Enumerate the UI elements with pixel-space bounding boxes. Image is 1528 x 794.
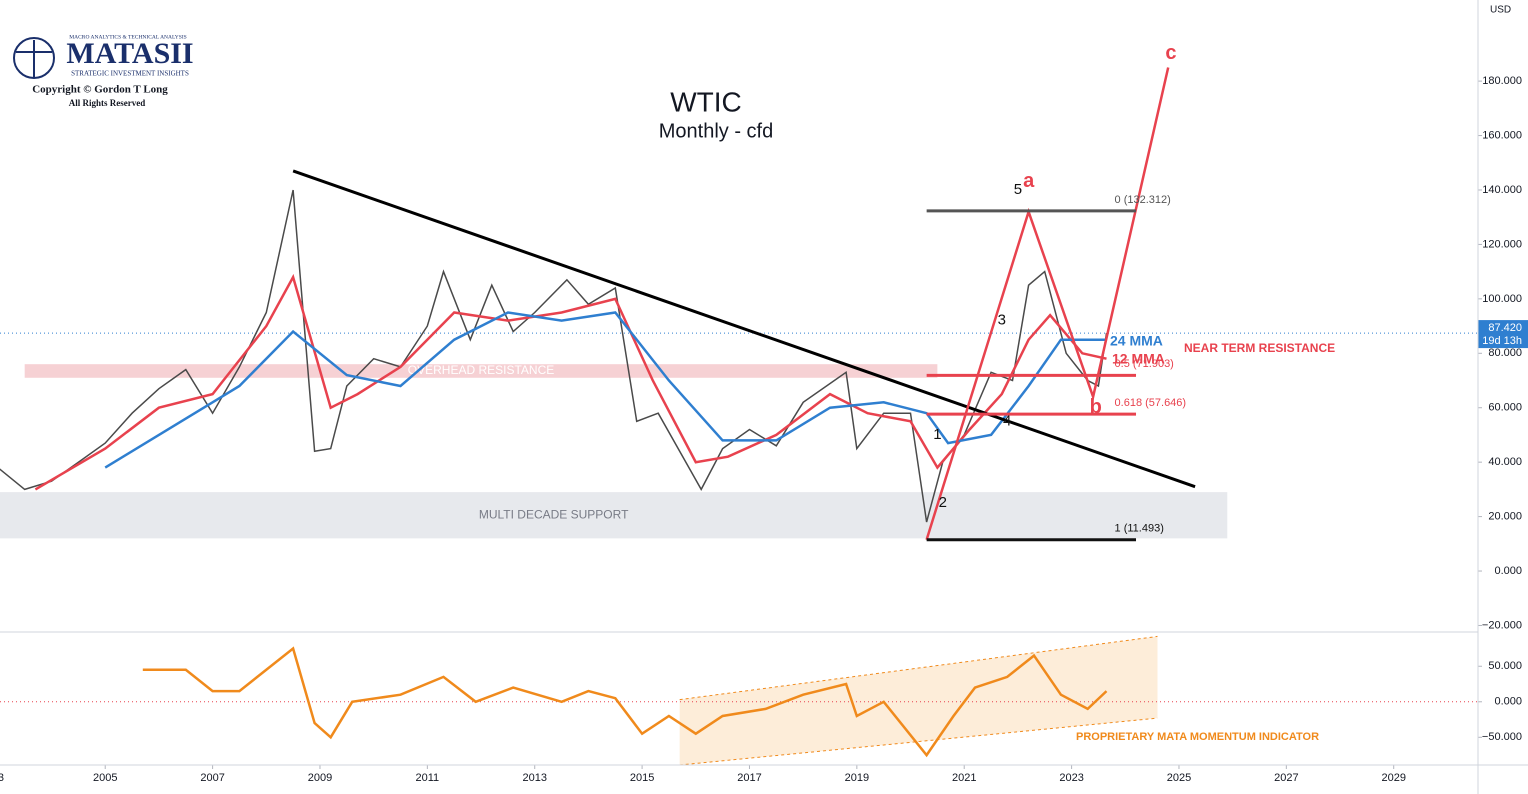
x-tick-label: 2021 <box>952 772 976 784</box>
price-tag <box>1478 320 1528 349</box>
currency: USD <box>1490 5 1511 16</box>
momentum-channel <box>679 636 1158 765</box>
x-tick-label: 03 <box>0 772 4 784</box>
fib-label: 1 (11.493) <box>1115 523 1164 535</box>
series-line <box>104 311 1107 469</box>
channel-line <box>679 635 1158 701</box>
fib-label: 0.618 (57.646) <box>1115 397 1187 409</box>
resistance-label: NEAR TERM RESISTANCE <box>1184 341 1335 355</box>
channel-line <box>679 717 1158 766</box>
price-tag-countdown: 19d 13h <box>1482 335 1522 347</box>
wave-label: a <box>1023 170 1035 192</box>
wave-label: 2 <box>939 494 947 511</box>
y-tick-label: 40.000 <box>1488 456 1522 468</box>
x-tick-label: 2013 <box>522 772 546 784</box>
series-line <box>142 646 1108 758</box>
y-tick-label: −50.000 <box>1482 731 1522 743</box>
logo-top: MACRO ANALYTICS & TECHNICAL ANALYSIS <box>69 34 186 40</box>
logo-tagline: STRATEGIC INVESTMENT INSIGHTS <box>71 70 189 78</box>
y-tick-label: 140.000 <box>1482 184 1522 196</box>
momentum-label: PROPRIETARY MATA MOMENTUM INDICATOR <box>1076 731 1319 743</box>
x-tick-label: 2011 <box>416 772 440 784</box>
zone <box>0 492 1228 539</box>
x-tick-label: 2017 <box>737 772 761 784</box>
x-tick-label: 2025 <box>1167 772 1191 784</box>
y-tick-label: −20.000 <box>1482 619 1522 631</box>
x-tick-label: 2005 <box>93 772 117 784</box>
y-tick-label: 160.000 <box>1482 129 1522 141</box>
wave-label: b <box>1090 396 1102 418</box>
fib-label: 0 (132.312) <box>1115 194 1171 206</box>
x-tick-label: 2027 <box>1274 772 1298 784</box>
chart-subtitle: Monthly - cfd <box>659 120 773 142</box>
y-tick-label: 0.000 <box>1494 696 1522 708</box>
y-tick-label: 180.000 <box>1482 75 1522 87</box>
logo-copyright: Copyright © Gordon T Long <box>32 84 168 96</box>
price-tag-value: 87.420 <box>1488 322 1522 334</box>
logo-rights: All Rights Reserved <box>69 98 146 108</box>
y-tick-label: 60.000 <box>1488 402 1522 414</box>
fib-label: 0.5 (71.903) <box>1115 358 1174 370</box>
y-tick-label: 100.000 <box>1482 293 1522 305</box>
ma12-label: 12 MMA <box>1112 351 1165 367</box>
y-tick-label: 50.000 <box>1488 660 1522 672</box>
zone <box>24 364 938 378</box>
wave-label: 5 <box>1014 181 1022 198</box>
wave-label: 4 <box>1003 412 1011 429</box>
x-tick-label: 2015 <box>630 772 654 784</box>
zone-label: MULTI DECADE SUPPORT <box>479 507 629 521</box>
wave-label: 1 <box>933 426 941 443</box>
trendline <box>292 169 1196 489</box>
wave-label: c <box>1165 42 1176 64</box>
zone-label: OVERHEAD RESISTANCE <box>408 363 554 377</box>
x-tick-label: 2023 <box>1059 772 1083 784</box>
series-line <box>34 273 1107 491</box>
y-tick-label: 120.000 <box>1482 238 1522 250</box>
x-tick-label: 2007 <box>200 772 224 784</box>
y-tick-label: 0.000 <box>1494 565 1522 577</box>
y-tick-label: 20.000 <box>1488 511 1522 523</box>
logo: MACRO ANALYTICS & TECHNICAL ANALYSIS MAT… <box>13 34 194 108</box>
y-tick-label: 80.000 <box>1488 347 1522 359</box>
logo-name: MATASII <box>66 37 193 70</box>
x-tick-label: 2019 <box>845 772 869 784</box>
x-tick-label: 2029 <box>1381 772 1405 784</box>
x-tick-label: 2009 <box>308 772 332 784</box>
plot: OVERHEAD RESISTANCE MULTI DECADE SUPPORT −… <box>0 42 1528 784</box>
ma24-label: 24 MMA <box>1110 333 1163 349</box>
chart-title: WTIC <box>670 86 742 117</box>
wave-label: 3 <box>998 312 1006 329</box>
